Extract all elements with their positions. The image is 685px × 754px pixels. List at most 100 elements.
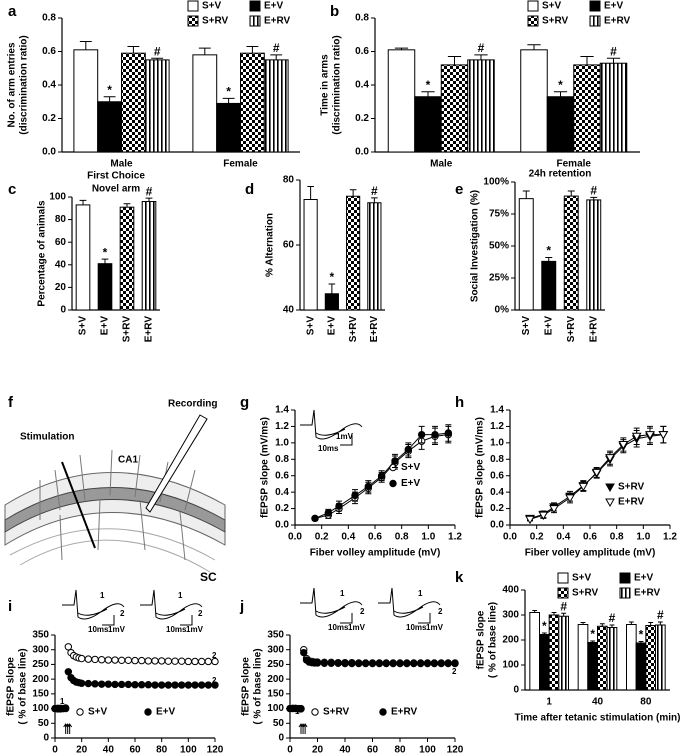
error-bar — [447, 56, 462, 65]
y-tick-label: 300 — [32, 644, 49, 655]
x-tick-label: 0.0 — [503, 532, 517, 543]
x-tick-label: E+V — [543, 316, 554, 336]
marker — [444, 429, 453, 437]
marker — [335, 502, 343, 510]
y-tick-label: 0.8 — [42, 13, 56, 24]
bar — [75, 204, 91, 311]
x-tick-label: 0.8 — [610, 532, 624, 543]
error-bar — [307, 186, 314, 200]
legend-swatch — [619, 572, 631, 584]
error-bar — [599, 623, 605, 627]
legend-label: S+V — [202, 1, 222, 12]
x-tick-label: E+RV — [369, 316, 380, 343]
error-bar — [328, 283, 336, 294]
x-tick-label: 80 — [156, 745, 168, 754]
panel-letter: j — [239, 598, 244, 615]
inset-trace — [300, 587, 363, 624]
inset-label: 10ms — [166, 625, 187, 634]
legend-swatch — [619, 587, 631, 599]
inset-label: 2 — [198, 609, 203, 618]
x-tick-label: 0 — [52, 745, 58, 754]
marker — [430, 659, 439, 668]
marker — [311, 514, 319, 523]
x-tick-label: 20 — [76, 745, 88, 754]
y-tick-label: 350 — [32, 630, 49, 641]
inset-label: 10ms — [88, 625, 109, 634]
error-bar — [628, 621, 634, 625]
marker — [313, 659, 322, 667]
y-tick-label: 200 — [502, 635, 519, 646]
x-tick-label: E+RV — [588, 316, 599, 343]
error-bar — [553, 91, 568, 97]
marker — [382, 659, 390, 668]
bar — [541, 260, 557, 311]
legend-marker — [605, 483, 615, 493]
inset-label: 1mV — [108, 625, 126, 634]
bar — [97, 263, 113, 311]
x-tick-label: E+RV — [144, 316, 155, 343]
marker — [61, 704, 70, 713]
marker — [364, 482, 373, 491]
x-tick-label: 120 — [447, 745, 464, 754]
y-tick-label: 150 — [32, 688, 49, 699]
error-bar — [609, 624, 615, 628]
legend-swatch — [527, 15, 539, 27]
annotation: * — [558, 78, 563, 92]
x-tick-label: Female — [223, 159, 258, 170]
y-tick-label: 50 — [273, 718, 285, 729]
marker — [403, 659, 411, 668]
error-bar — [371, 197, 378, 203]
y-tick-label: 350 — [267, 630, 284, 641]
y-tick-label: 1.2 — [490, 421, 504, 432]
x-tick-label: 0.2 — [315, 532, 329, 543]
bar — [414, 96, 442, 153]
inset-label: 1 — [340, 589, 345, 598]
marker — [157, 657, 166, 665]
bar — [216, 102, 241, 153]
marker — [104, 680, 113, 688]
bar — [573, 64, 601, 153]
bar — [539, 634, 550, 691]
annotation: # — [146, 184, 153, 198]
error-bar — [101, 258, 109, 264]
y-tick-label: 75% — [489, 209, 509, 220]
bar — [73, 49, 99, 153]
error-bar — [580, 622, 586, 625]
annotation: # — [371, 184, 378, 198]
y-tick-label: 0.0 — [490, 520, 504, 531]
y-tick-label: 250 — [32, 659, 49, 670]
error-bar — [79, 199, 87, 205]
x-tick-label: S+V — [305, 316, 316, 336]
marker — [111, 680, 119, 689]
x-axis-label: Fiber volley amplitude (mV) — [310, 548, 441, 559]
plot-label: 2 — [212, 651, 217, 660]
marker — [117, 656, 126, 665]
annotation: # — [154, 44, 161, 58]
error-bar — [123, 203, 131, 208]
y-tick-label: 0.2 — [275, 503, 289, 514]
x-tick-label: 120 — [207, 745, 224, 754]
y-tick-label: 50 — [38, 718, 50, 729]
marker — [197, 681, 206, 689]
annotation: # — [478, 41, 485, 55]
inset-label: 2 — [438, 607, 443, 616]
y-tick-label: 100% — [483, 177, 509, 188]
marker — [111, 656, 119, 664]
y-tick-label: 0.8 — [275, 454, 289, 465]
marker — [334, 659, 342, 667]
bar — [546, 96, 575, 153]
y-axis-label: fEPSP slope (mV/ms) — [260, 417, 271, 518]
error-bar — [590, 640, 596, 643]
x-tick-label: 1.0 — [421, 532, 435, 543]
bar — [346, 195, 361, 311]
error-bar — [657, 621, 663, 625]
bar — [577, 624, 589, 691]
plot-label: 1 — [295, 707, 300, 716]
y-axis-label: fEPSP slope — [241, 657, 252, 716]
y-tick-label: 300 — [267, 644, 284, 655]
x-tick-label: 40 — [339, 745, 351, 754]
x-tick-label: 0.8 — [395, 532, 409, 543]
marker — [184, 657, 193, 666]
x-tick-label: S+RV — [348, 316, 359, 343]
bar — [263, 59, 289, 153]
